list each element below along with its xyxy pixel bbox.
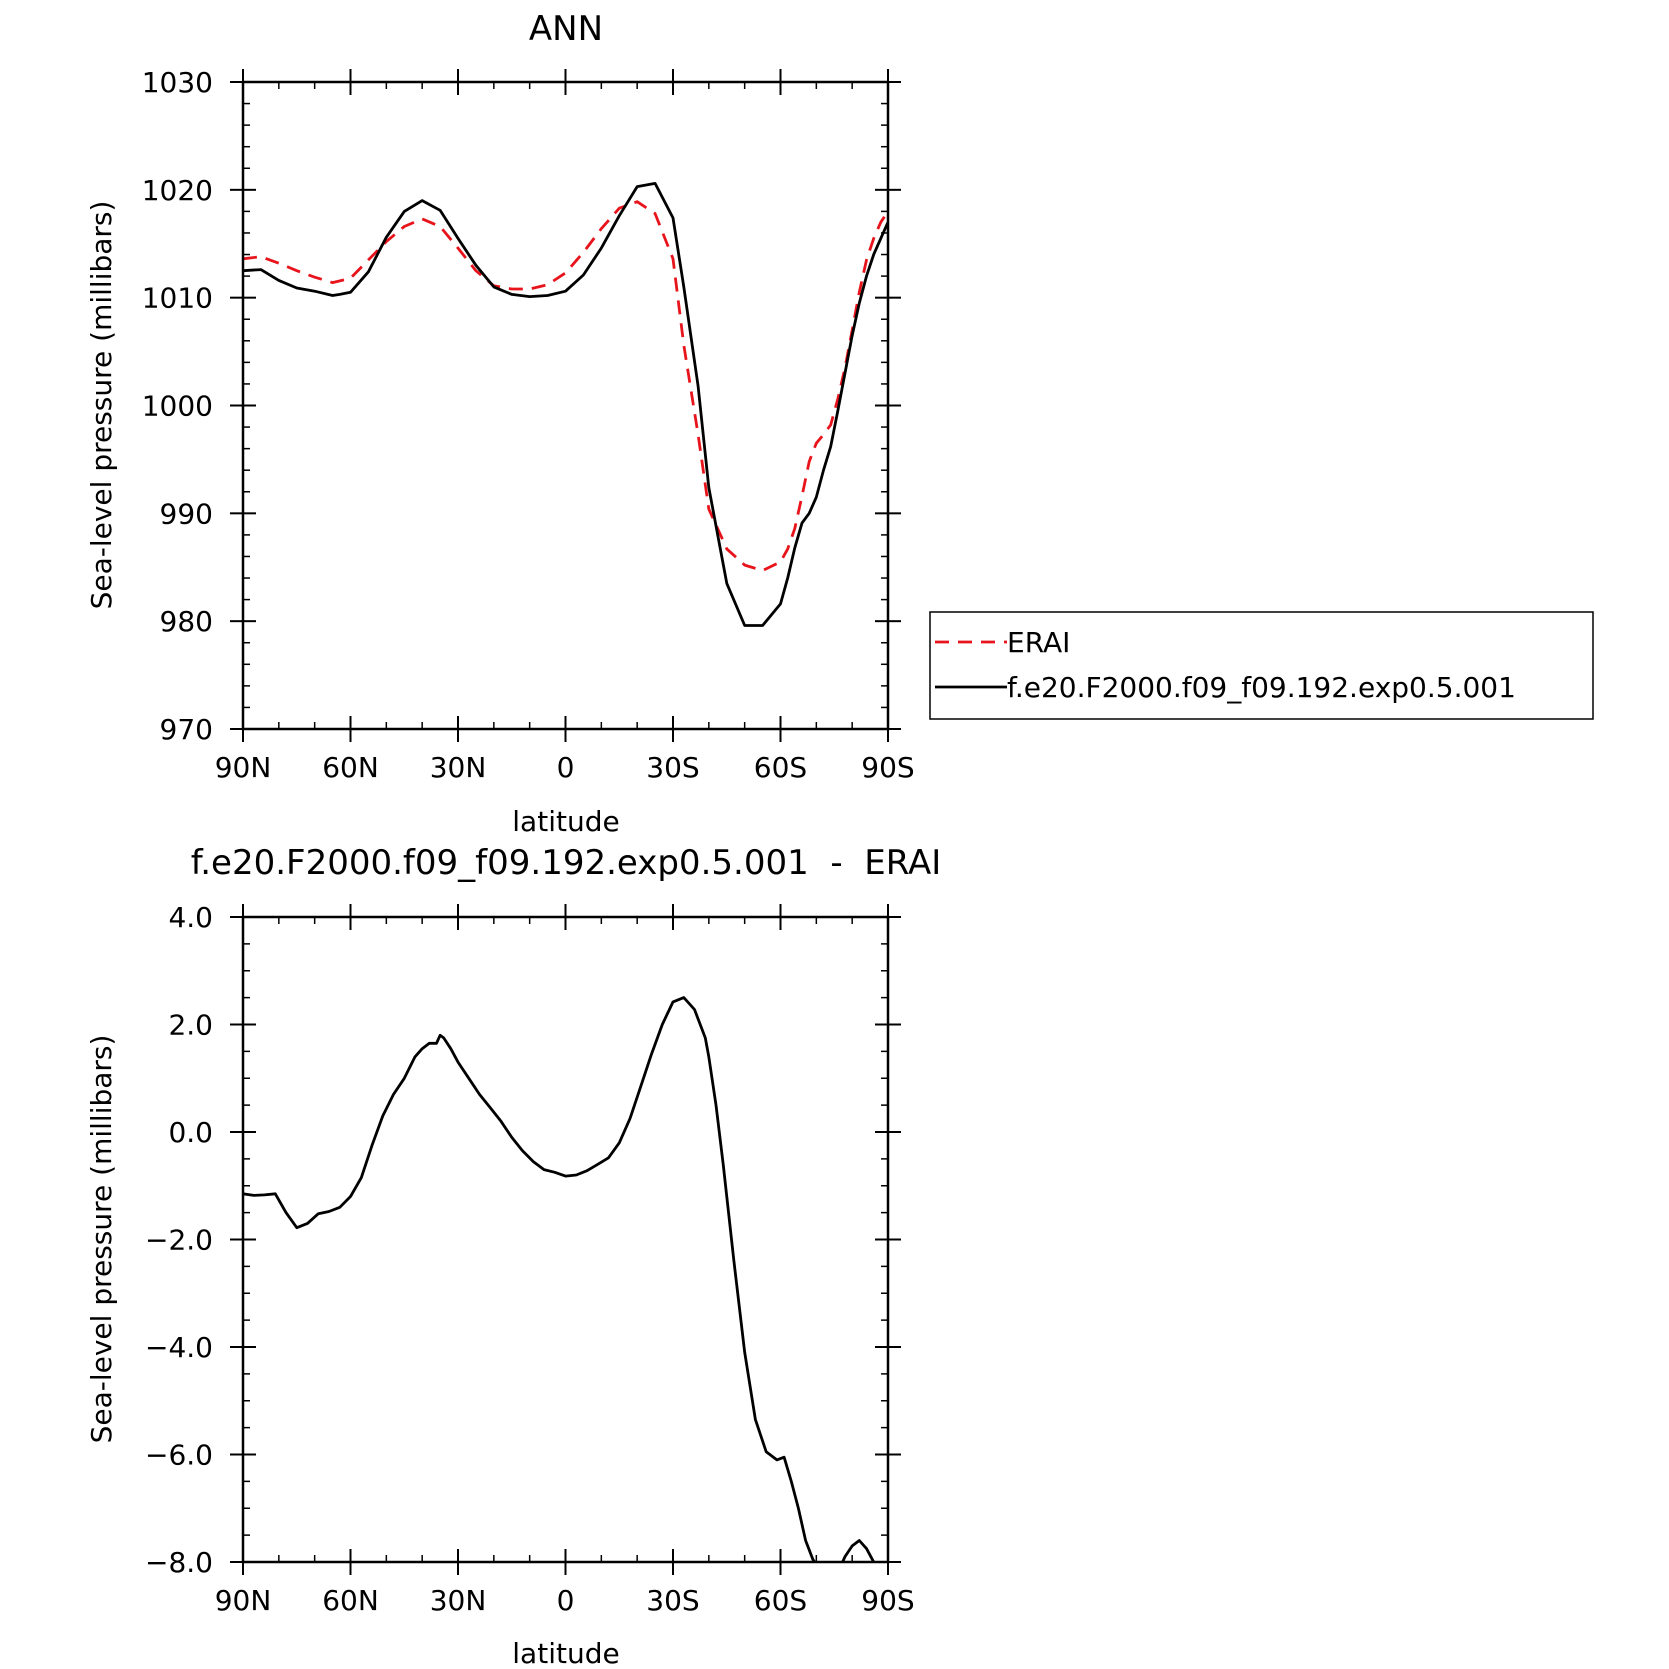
x-tick-label: 30S — [646, 751, 699, 784]
y-tick-label: −6.0 — [145, 1439, 213, 1472]
x-tick-label: 0 — [557, 1584, 575, 1617]
x-tick-label: 90N — [215, 751, 272, 784]
top-panel-ticks — [230, 69, 901, 742]
x-tick-label: 60S — [754, 1584, 807, 1617]
y-tick-label: 0.0 — [168, 1116, 213, 1149]
y-tick-label: −8.0 — [145, 1546, 213, 1579]
y-tick-label: 970 — [160, 713, 213, 746]
x-tick-label: 90N — [215, 1584, 272, 1617]
top-panel-y-label: Sea-level pressure (millibars) — [85, 201, 118, 610]
y-tick-label: 4.0 — [168, 901, 213, 934]
bottom-panel-series — [243, 996, 876, 1562]
x-tick-label: 60S — [754, 751, 807, 784]
y-tick-label: −2.0 — [145, 1224, 213, 1257]
series-line-difference — [243, 996, 876, 1562]
x-tick-label: 30N — [430, 751, 487, 784]
legend-label-erai: ERAI — [1007, 626, 1070, 659]
y-tick-label: 1020 — [142, 174, 213, 207]
top-panel-frame — [241, 80, 890, 731]
y-tick-label: 1010 — [142, 282, 213, 315]
y-tick-label: −4.0 — [145, 1331, 213, 1364]
bottom-panel-frame — [241, 915, 890, 1564]
y-tick-label: 990 — [160, 497, 213, 530]
x-tick-label: 60N — [322, 751, 379, 784]
x-tick-label: 90S — [861, 1584, 914, 1617]
top-panel-series — [243, 181, 888, 627]
legend-label-model: f.e20.F2000.f09_f09.192.exp0.5.001 — [1007, 671, 1516, 704]
series-line-erai — [243, 200, 888, 572]
x-tick-label: 90S — [861, 751, 914, 784]
bottom-panel-title: f.e20.F2000.f09_f09.192.exp0.5.001 - ERA… — [191, 843, 941, 883]
x-tick-label: 60N — [322, 1584, 379, 1617]
x-tick-label: 30S — [646, 1584, 699, 1617]
bottom-panel-x-label: latitude — [512, 1637, 619, 1669]
series-line-model — [243, 181, 888, 627]
x-tick-label: 30N — [430, 1584, 487, 1617]
bottom-panel-ticks — [230, 904, 901, 1575]
bottom-panel-y-label: Sea-level pressure (millibars) — [85, 1035, 118, 1444]
y-tick-label: 1030 — [142, 66, 213, 99]
top-panel-title: ANN — [529, 9, 603, 49]
x-tick-label: 0 — [557, 751, 575, 784]
top-panel: ANN 90N 60N 30N 0 30S 60S 90S 970 980 990 1000 1010… — [85, 9, 915, 838]
y-tick-label: 980 — [160, 605, 213, 638]
legend-box — [929, 611, 1594, 720]
y-tick-label: 1000 — [142, 390, 213, 423]
bottom-panel-tick-labels: 90N 60N 30N 0 30S 60S 90S −8.0 −6.0 −4.0 −2.0 0.0 2.… — [145, 901, 915, 1617]
legend: ERAI f.e20.F2000.f09_f09.192.exp0.5.001 — [929, 611, 1594, 720]
top-panel-x-label: latitude — [512, 805, 619, 838]
bottom-panel: f.e20.F2000.f09_f09.192.exp0.5.001 - ERA… — [85, 843, 941, 1669]
y-tick-label: 2.0 — [168, 1009, 213, 1042]
top-panel-tick-labels: 90N 60N 30N 0 30S 60S 90S 970 980 990 1000 1010 1020… — [142, 66, 915, 784]
